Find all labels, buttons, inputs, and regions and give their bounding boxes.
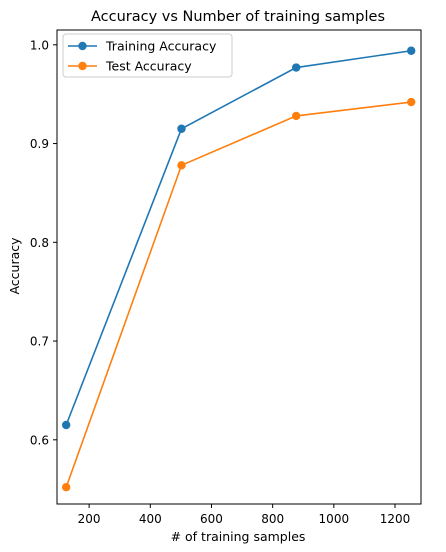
legend-label: Test Accuracy (105, 59, 192, 74)
x-tick-label: 1000 (319, 512, 350, 526)
series-line (65, 101, 412, 488)
plot-area (56, 29, 422, 505)
x-tick-label: 600 (200, 512, 223, 526)
x-tick-label: 1200 (380, 512, 411, 526)
data-point (61, 420, 71, 430)
data-point (61, 483, 71, 492)
y-tick-label: 0.8 (30, 236, 49, 250)
data-point (407, 46, 416, 55)
y-tick-label: 0.7 (30, 335, 49, 349)
legend-frame (62, 33, 233, 78)
x-tick-label: 800 (261, 512, 284, 526)
x-axis: 200 400 600 800 1000 1200 (78, 504, 411, 526)
data-point (292, 63, 301, 72)
x-tick-label: 400 (139, 512, 162, 526)
data-point (407, 97, 416, 107)
y-axis: 0.6 0.7 0.8 0.9 1.0 (30, 38, 57, 447)
legend-marker (78, 41, 87, 51)
series-line (65, 49, 412, 426)
chart-title: Accuracy vs Number of training samples (91, 9, 385, 25)
legend-label: Training Accuracy (105, 39, 217, 54)
x-tick-label: 200 (78, 512, 101, 526)
data-point (177, 161, 186, 170)
y-tick-label: 0.9 (30, 137, 49, 151)
legend: Training Accuracy Test Accuracy (62, 33, 233, 78)
data-point (292, 111, 301, 121)
y-tick-label: 0.6 (30, 433, 49, 447)
y-tick-label: 1.0 (30, 38, 49, 52)
x-axis-label: # of training samples (171, 529, 306, 544)
legend-marker (78, 61, 87, 71)
data-point (177, 124, 186, 133)
series-layer (61, 46, 416, 492)
y-axis-label: Accuracy (7, 237, 22, 295)
